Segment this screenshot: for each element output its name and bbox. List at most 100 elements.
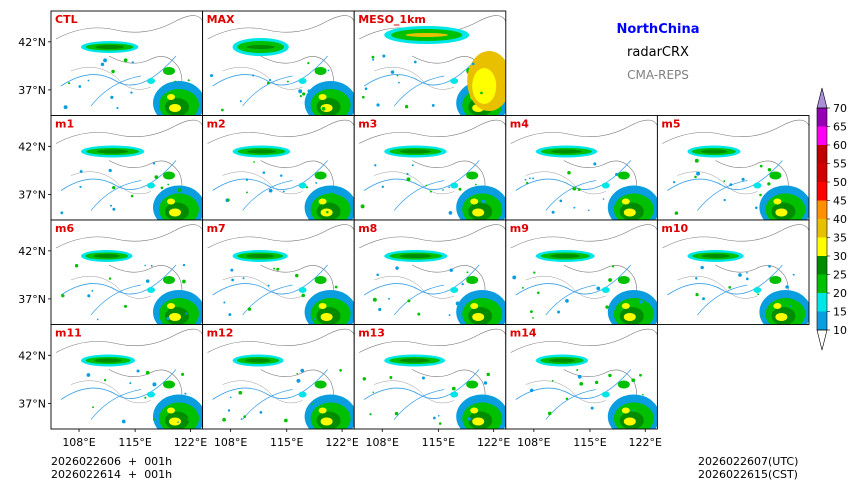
river-line [242, 284, 293, 316]
echo-speck [448, 186, 451, 189]
boundary-line [55, 119, 203, 144]
echo-speck [695, 293, 699, 297]
echo-speck [767, 182, 771, 186]
colorbar-tick-label: 20 [833, 287, 847, 300]
river-line [90, 284, 142, 316]
echo-speck [694, 175, 697, 179]
echo-southeast [304, 185, 355, 220]
lon-tick-label: 115°E [573, 436, 606, 449]
province-line [525, 171, 606, 195]
echo-speck [116, 107, 119, 110]
echo-speck [267, 284, 270, 287]
echo-speck [577, 374, 582, 379]
colorbar-tick-label: 65 [833, 121, 847, 134]
boundary-line [510, 224, 658, 249]
echo-speck [239, 100, 242, 103]
river-line [363, 264, 480, 296]
echo-speck [335, 192, 339, 195]
echo-speck [437, 414, 440, 417]
echo-north [81, 354, 136, 367]
echo-speck [413, 60, 417, 64]
echo-speck [700, 265, 704, 270]
echo-speck [602, 198, 605, 200]
echo-speck [529, 310, 533, 314]
echo-speck [87, 294, 91, 298]
panel-label: m6 [55, 222, 74, 235]
echo-speck [150, 264, 153, 267]
echo-southeast [607, 394, 658, 429]
region-title: NorthChina [616, 22, 700, 37]
boundary-line [55, 15, 203, 40]
river-line [515, 369, 632, 400]
echo-speck [310, 403, 313, 406]
lon-tick-label: 108°E [517, 436, 550, 449]
echo-speck [326, 210, 329, 214]
echo-speck [723, 198, 726, 202]
echo-speck [567, 171, 571, 175]
echo-speck [590, 406, 594, 410]
lon-tick-label: 108°E [62, 436, 95, 449]
echo-speck [228, 313, 232, 317]
echo-speck [182, 263, 186, 267]
province-line [70, 380, 152, 404]
boundary-line [359, 328, 506, 353]
panel-label: m2 [207, 118, 226, 131]
echo-speck [529, 388, 534, 393]
echo-speck [121, 419, 126, 424]
echo-speck [145, 279, 150, 283]
echo-speck [466, 271, 469, 274]
boundary-line [510, 119, 658, 144]
echo-speck [588, 209, 590, 212]
lat-tick-label: 42°N [18, 349, 46, 362]
echo-speck [728, 285, 732, 289]
echo-speck [79, 169, 83, 173]
panel-m9: m9 [505, 219, 658, 325]
echo-speck [166, 316, 170, 321]
echo-south [601, 276, 630, 293]
echo-speck [378, 307, 382, 312]
panel-m1: m1 [50, 115, 204, 221]
echo-speck [187, 79, 190, 82]
echo-speck [177, 188, 182, 193]
echo-speck [596, 286, 601, 291]
echo-speck [395, 266, 399, 270]
echo-speck [296, 372, 299, 375]
river-line [60, 55, 177, 87]
echo-speck [160, 186, 164, 190]
echo-speck [759, 193, 762, 197]
colorbar-tick-label: 10 [833, 324, 847, 337]
echo-speck [301, 293, 305, 298]
echo-speck [167, 183, 170, 186]
echo-speck [67, 82, 71, 85]
echo-north [232, 145, 291, 158]
echo-speck [757, 293, 760, 296]
panel-label: m10 [661, 222, 688, 235]
echo-speck [407, 299, 411, 303]
echo-speck [334, 285, 338, 289]
echo-speck [404, 105, 409, 109]
echo-speck [362, 377, 367, 381]
province-line [222, 275, 303, 299]
echo-speck [300, 368, 305, 373]
colorbar-bin [817, 293, 827, 312]
panel-label: m8 [358, 222, 377, 235]
river-line [515, 160, 632, 191]
colorbar-tick-label: 70 [833, 102, 847, 115]
echo-speck [103, 378, 107, 382]
echo-south [298, 276, 327, 293]
echo-speck [110, 95, 114, 99]
echo-speck [253, 161, 255, 163]
echo-speck [396, 74, 399, 77]
echo-speck [576, 369, 579, 372]
lat-tick-label: 42°N [18, 36, 46, 49]
panel-m6: m6 [50, 219, 204, 325]
panel-m4: m4 [505, 115, 658, 221]
echo-speck [382, 54, 386, 58]
lat-tick-label: 37°N [18, 84, 46, 97]
panel-m10: m10 [656, 219, 810, 325]
echo-north [535, 250, 595, 262]
river-line [697, 180, 748, 211]
river-line [60, 264, 177, 296]
colorbar-bin [817, 219, 827, 238]
echo-speck [152, 382, 157, 387]
